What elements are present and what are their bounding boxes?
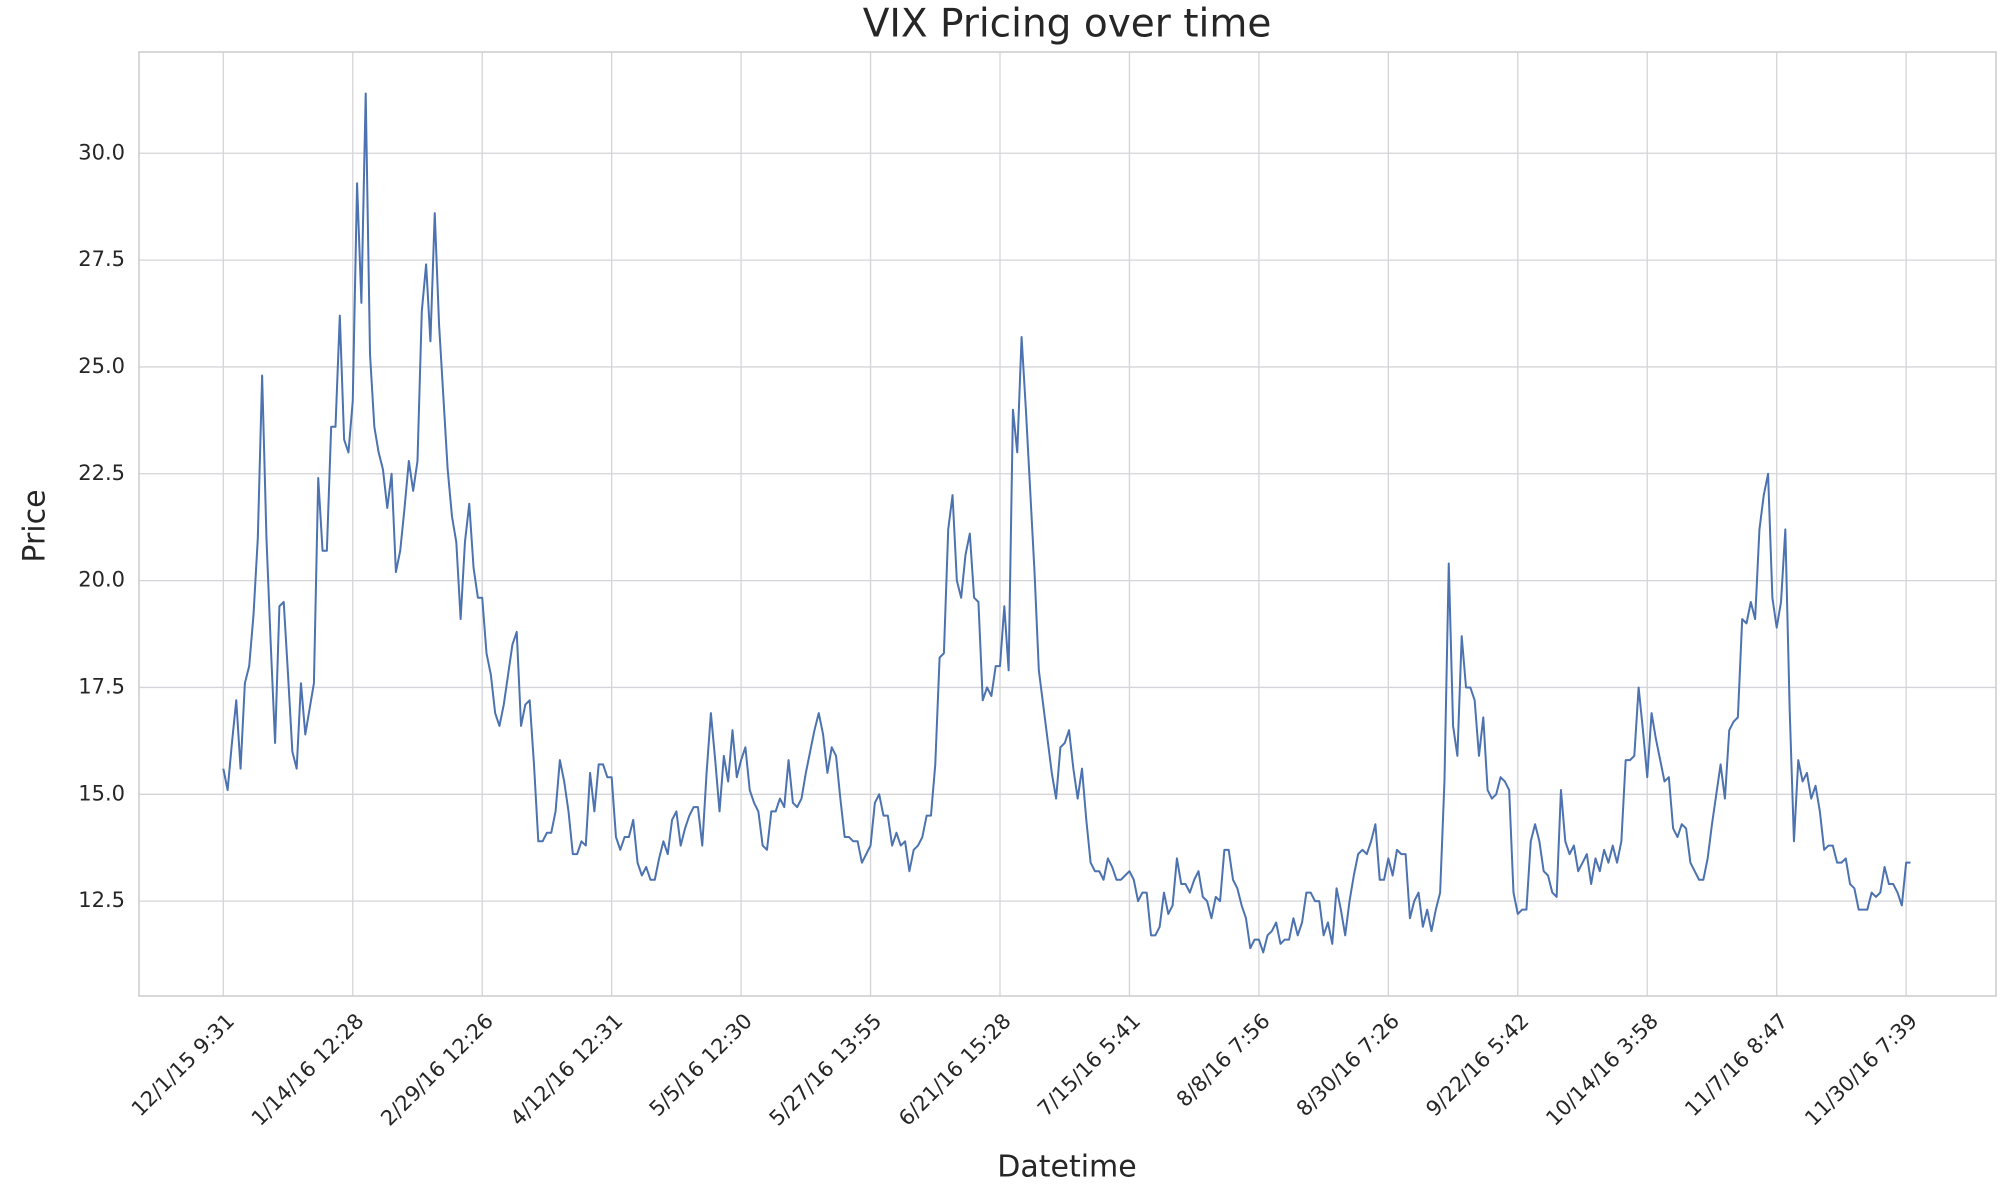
y-tick-label: 20.0 <box>78 568 125 592</box>
chart-title: VIX Pricing over time <box>863 2 1272 47</box>
y-tick-label: 22.5 <box>78 461 125 485</box>
y-tick-label: 30.0 <box>78 140 125 164</box>
x-tick-label: 9/22/16 5:42 <box>1421 1009 1533 1121</box>
x-tick-label: 8/8/16 7:56 <box>1172 1009 1275 1112</box>
x-tick-label: 2/29/16 12:26 <box>376 1009 498 1131</box>
y-tick-label: 15.0 <box>78 781 125 805</box>
y-tick-label: 25.0 <box>78 354 125 378</box>
y-tick-label: 12.5 <box>78 888 125 912</box>
x-tick-label: 4/12/16 12:31 <box>506 1009 628 1131</box>
y-tick-label: 27.5 <box>78 247 125 271</box>
plot-frame <box>138 51 1997 997</box>
x-tick-label: 7/15/16 5:41 <box>1033 1009 1145 1121</box>
x-axis-title: Datetime <box>997 1150 1136 1185</box>
x-tick-label: 5/27/16 13:55 <box>765 1009 887 1131</box>
x-tick-label: 1/14/16 12:28 <box>247 1009 369 1131</box>
x-tick-label: 12/1/15 9:31 <box>127 1009 239 1121</box>
x-tick-label: 6/21/16 15:28 <box>894 1009 1016 1131</box>
price-line <box>222 92 1911 954</box>
y-axis-title: Price <box>18 489 53 562</box>
x-tick-label: 11/30/16 7:39 <box>1800 1009 1922 1131</box>
y-tick-label: 17.5 <box>78 674 125 698</box>
x-tick-label: 10/14/16 3:58 <box>1541 1009 1663 1131</box>
x-tick-label: 11/7/16 8:47 <box>1680 1009 1792 1121</box>
x-tick-label: 8/30/16 7:26 <box>1292 1009 1404 1121</box>
x-tick-label: 5/5/16 12:30 <box>645 1009 757 1121</box>
